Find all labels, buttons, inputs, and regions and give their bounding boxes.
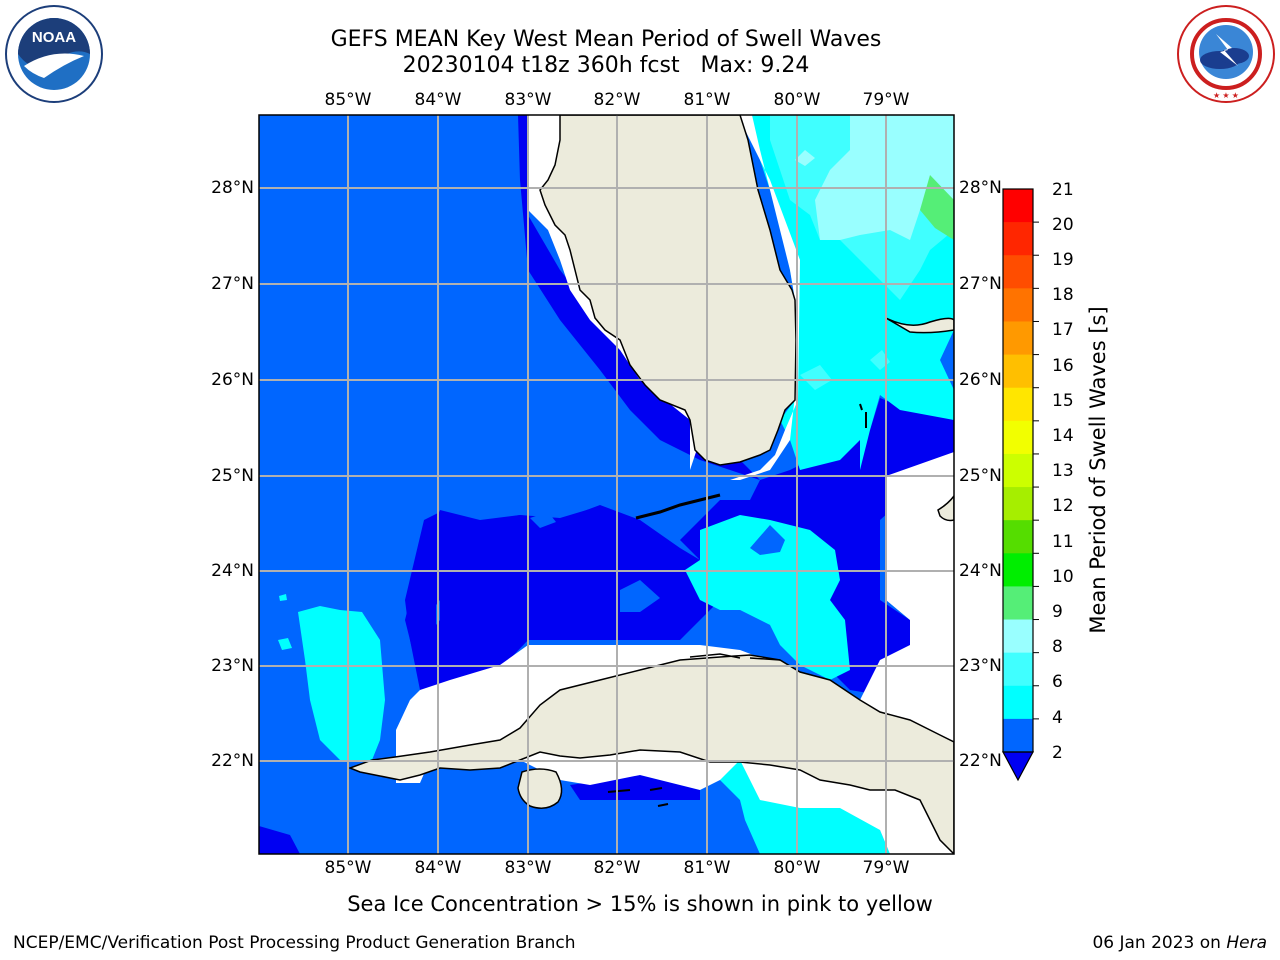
lat-label-left: 24°N xyxy=(211,561,254,581)
colorbar-tick-label: 17 xyxy=(1052,320,1074,340)
lon-label-bottom: 85°W xyxy=(324,858,372,878)
colorbar-tick-label: 4 xyxy=(1052,708,1063,728)
cyan-region-west xyxy=(298,606,385,760)
lat-label-left: 25°N xyxy=(211,466,254,486)
colorbar-swatch xyxy=(1003,255,1033,289)
colorbar-tick-label: 14 xyxy=(1052,426,1074,446)
colorbar-tick-label: 8 xyxy=(1052,637,1063,657)
lat-label-left: 27°N xyxy=(211,274,254,294)
lon-label-top: 80°W xyxy=(773,90,821,110)
colorbar-tick-label: 15 xyxy=(1052,391,1074,411)
lat-label-left: 26°N xyxy=(211,370,254,390)
colorbar-tick-label: 9 xyxy=(1052,602,1063,622)
footer-date-text: 06 Jan 2023 on xyxy=(1092,933,1227,953)
cyan-region-straits xyxy=(685,515,850,680)
lon-label-top: 79°W xyxy=(862,90,910,110)
lat-label-right: 22°N xyxy=(959,751,1002,771)
svg-text:★ ★ ★: ★ ★ ★ xyxy=(1213,91,1239,100)
colorbar-swatch xyxy=(1003,685,1033,720)
colorbar-swatch xyxy=(1003,222,1033,256)
lon-label-bottom: 79°W xyxy=(862,858,910,878)
colorbar-swatch xyxy=(1003,453,1033,488)
lon-label-bottom: 84°W xyxy=(414,858,462,878)
green-910-region xyxy=(920,175,954,240)
lat-label-right: 23°N xyxy=(959,656,1002,676)
noaa-logo-text: NOAA xyxy=(32,29,76,46)
colorbar-swatch xyxy=(1003,553,1033,587)
colorbar-swatch xyxy=(1003,387,1033,422)
nws-logo: ★ ★ ★ xyxy=(1177,5,1275,103)
cyan-89-region xyxy=(815,115,954,240)
colorbar-swatch xyxy=(1003,420,1033,455)
land-florida xyxy=(539,115,797,466)
colorbar-tick-label: 12 xyxy=(1052,496,1074,516)
colorbar-tick-label: 2 xyxy=(1052,743,1063,763)
colorbar-tick-label: 18 xyxy=(1052,285,1074,305)
lon-label-bottom: 83°W xyxy=(504,858,552,878)
lon-label-bottom: 80°W xyxy=(773,858,821,878)
chart-title-line1: GEFS MEAN Key West Mean Period of Swell … xyxy=(330,27,882,52)
lat-label-right: 25°N xyxy=(959,466,1002,486)
lat-label-right: 28°N xyxy=(959,178,1002,198)
lon-label-top: 84°W xyxy=(414,90,462,110)
lat-label-right: 27°N xyxy=(959,274,1002,294)
colorbar-tick-label: 21 xyxy=(1052,180,1074,200)
lat-label-left: 22°N xyxy=(211,751,254,771)
colorbar xyxy=(1001,188,1039,782)
colorbar-swatch xyxy=(1003,354,1033,389)
lon-label-bottom: 81°W xyxy=(683,858,731,878)
sea-ice-note: Sea Ice Concentration > 15% is shown in … xyxy=(347,892,933,916)
footer-machine: Hera xyxy=(1226,933,1267,953)
lat-label-left: 23°N xyxy=(211,656,254,676)
colorbar-frame xyxy=(1002,188,1034,753)
colorbar-swatch xyxy=(1003,189,1033,223)
colorbar-tick-label: 6 xyxy=(1052,672,1063,692)
lat-label-right: 24°N xyxy=(959,561,1002,581)
colorbar-swatch xyxy=(1003,288,1033,322)
colorbar-tick-label: 16 xyxy=(1052,356,1074,376)
colorbar-swatch xyxy=(1003,520,1033,554)
lon-label-top: 81°W xyxy=(683,90,731,110)
colorbar-swatch xyxy=(1003,586,1033,621)
map-frame xyxy=(258,114,955,855)
lat-label-right: 26°N xyxy=(959,370,1002,390)
footer-date: 06 Jan 2023 on Hera xyxy=(1092,932,1267,954)
footer-credit: NCEP/EMC/Verification Post Processing Pr… xyxy=(13,933,576,953)
colorbar-extend-arrow xyxy=(1001,751,1035,782)
noaa-logo: NOAA xyxy=(5,5,103,103)
colorbar-swatch xyxy=(1003,321,1033,356)
lon-label-top: 82°W xyxy=(593,90,641,110)
colorbar-swatch xyxy=(1003,487,1033,521)
lon-label-top: 85°W xyxy=(324,90,372,110)
map-gridlines xyxy=(259,115,954,854)
lat-label-left: 28°N xyxy=(211,178,254,198)
lon-label-bottom: 82°W xyxy=(593,858,641,878)
colorbar-tick-label: 13 xyxy=(1052,461,1074,481)
colorbar-title: Mean Period of Swell Waves [s] xyxy=(1086,306,1110,634)
colorbar-tick-label: 20 xyxy=(1052,215,1074,235)
chart-title-line2: 20230104 t18z 360h fcst Max: 9.24 xyxy=(402,53,810,78)
colorbar-swatch xyxy=(1003,652,1033,687)
colorbar-tick-label: 10 xyxy=(1052,567,1074,587)
colorbar-tick-label: 19 xyxy=(1052,250,1074,270)
lon-label-top: 83°W xyxy=(504,90,552,110)
colorbar-swatch xyxy=(1003,619,1033,654)
colorbar-tick-label: 11 xyxy=(1052,532,1074,552)
colorbar-swatch xyxy=(1003,718,1033,753)
land-cuba xyxy=(347,654,954,854)
